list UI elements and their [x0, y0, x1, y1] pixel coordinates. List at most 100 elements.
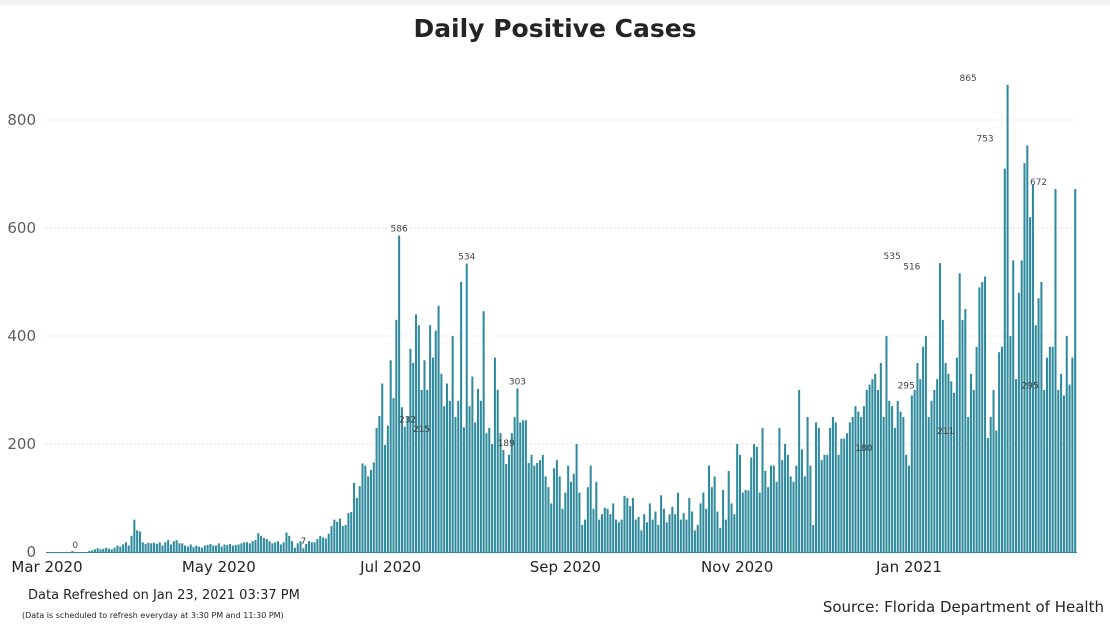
bar[interactable] — [454, 417, 457, 552]
bar[interactable] — [488, 427, 491, 552]
bar[interactable] — [409, 348, 412, 552]
bar[interactable] — [564, 492, 567, 552]
bar[interactable] — [626, 498, 629, 552]
bar[interactable] — [648, 503, 651, 552]
bar[interactable] — [758, 492, 761, 552]
bar[interactable] — [544, 476, 547, 552]
bar[interactable] — [482, 311, 485, 552]
bar[interactable] — [217, 543, 220, 552]
bar[interactable] — [550, 503, 553, 552]
bar[interactable] — [285, 532, 288, 552]
bar[interactable] — [417, 325, 420, 552]
bar[interactable] — [353, 482, 356, 552]
bar[interactable] — [538, 460, 541, 552]
bar[interactable] — [1012, 260, 1015, 552]
bar[interactable] — [620, 519, 623, 552]
bar[interactable] — [899, 411, 902, 552]
bar[interactable] — [854, 406, 857, 552]
bar[interactable] — [462, 427, 465, 552]
bar[interactable] — [744, 489, 747, 552]
bar[interactable] — [443, 406, 446, 552]
bar[interactable] — [727, 471, 730, 552]
bar[interactable] — [561, 508, 564, 552]
bar[interactable] — [471, 376, 474, 553]
bar[interactable] — [282, 542, 285, 552]
bar[interactable] — [778, 427, 781, 552]
bar[interactable] — [865, 390, 868, 552]
bar[interactable] — [384, 445, 387, 552]
bar[interactable] — [584, 519, 587, 552]
bar[interactable] — [820, 460, 823, 552]
bar[interactable] — [944, 363, 947, 552]
bar[interactable] — [448, 400, 451, 552]
bar[interactable] — [707, 465, 711, 552]
bar[interactable] — [615, 519, 618, 552]
bar[interactable] — [93, 549, 96, 552]
bar[interactable] — [829, 427, 832, 552]
bar[interactable] — [753, 444, 756, 552]
bar[interactable] — [1074, 189, 1077, 552]
bar[interactable] — [938, 263, 941, 552]
bar[interactable] — [99, 549, 102, 552]
bar[interactable] — [226, 544, 229, 552]
bar[interactable] — [733, 514, 736, 552]
bar[interactable] — [674, 514, 677, 552]
bar[interactable] — [248, 543, 251, 552]
bar[interactable] — [809, 465, 812, 552]
bar[interactable] — [784, 444, 787, 552]
bar[interactable] — [530, 454, 533, 552]
bar[interactable] — [141, 542, 144, 552]
bar[interactable] — [338, 518, 341, 552]
bar[interactable] — [153, 542, 156, 552]
bar[interactable] — [415, 314, 418, 552]
bar[interactable] — [1057, 390, 1060, 552]
bar[interactable] — [882, 417, 885, 552]
bar[interactable] — [516, 388, 519, 552]
bar[interactable] — [344, 525, 347, 552]
bar[interactable] — [203, 545, 206, 552]
bar[interactable] — [891, 406, 894, 552]
bar[interactable] — [840, 438, 843, 552]
bar[interactable] — [846, 433, 849, 552]
bar[interactable] — [536, 462, 539, 552]
bar[interactable] — [871, 379, 874, 552]
bar[interactable] — [336, 521, 339, 552]
bar[interactable] — [910, 395, 913, 552]
bar[interactable] — [88, 550, 91, 552]
bar[interactable] — [941, 319, 944, 552]
bar[interactable] — [600, 514, 603, 552]
bar[interactable] — [950, 381, 953, 552]
bar[interactable] — [589, 465, 592, 552]
bar[interactable] — [130, 535, 133, 552]
bar[interactable] — [1060, 373, 1063, 552]
bar[interactable] — [848, 422, 851, 552]
bar[interactable] — [1000, 346, 1003, 552]
bar[interactable] — [507, 454, 511, 552]
bar[interactable] — [158, 542, 161, 552]
bar[interactable] — [947, 373, 950, 552]
bar[interactable] — [685, 519, 688, 552]
bar[interactable] — [1003, 168, 1006, 552]
bar[interactable] — [558, 476, 561, 552]
bar[interactable] — [786, 454, 789, 552]
bar[interactable] — [705, 508, 708, 552]
bar[interactable] — [702, 492, 705, 552]
bar[interactable] — [307, 541, 311, 552]
bar[interactable] — [769, 465, 772, 552]
bar[interactable] — [355, 498, 358, 552]
bar[interactable] — [826, 454, 829, 552]
bar[interactable] — [1023, 163, 1026, 552]
bar[interactable] — [631, 498, 634, 552]
bar[interactable] — [755, 446, 758, 552]
bar[interactable] — [640, 530, 643, 552]
bar[interactable] — [1017, 292, 1020, 552]
bar[interactable] — [324, 538, 327, 553]
bar[interactable] — [322, 537, 325, 552]
bar[interactable] — [730, 503, 733, 552]
bar[interactable] — [795, 465, 798, 552]
bar[interactable] — [127, 545, 130, 552]
bar[interactable] — [609, 514, 612, 552]
bar[interactable] — [369, 469, 372, 552]
bar[interactable] — [1034, 325, 1037, 552]
bar[interactable] — [862, 406, 865, 552]
